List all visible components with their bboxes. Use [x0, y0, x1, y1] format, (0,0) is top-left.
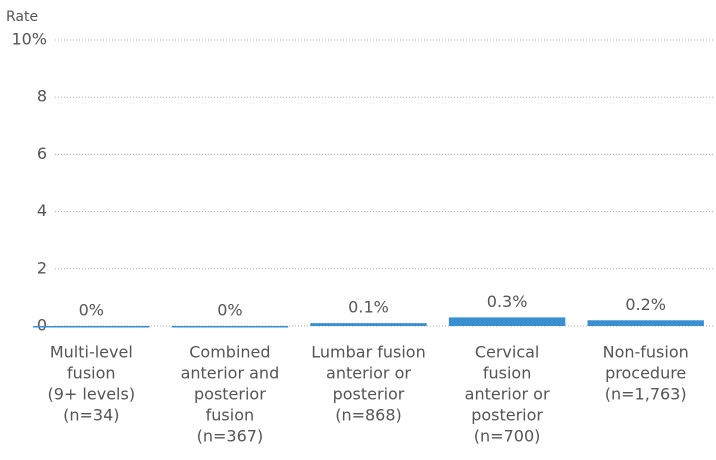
x-tick-label: posterior — [333, 385, 405, 404]
bar — [310, 323, 427, 326]
value-label: 0.3% — [487, 292, 528, 311]
x-tick-label: Multi-level — [50, 343, 133, 362]
x-tick-label: procedure — [605, 364, 686, 383]
x-tick-label: Non-fusion — [603, 343, 689, 362]
x-tick-label: fusion — [206, 406, 254, 425]
y-tick-label: 4 — [37, 201, 47, 220]
y-tick-label: 0 — [37, 316, 47, 335]
bar — [33, 326, 150, 328]
y-tick-label: 2 — [37, 258, 47, 277]
y-tick-label: 10% — [11, 30, 47, 49]
x-tick-label: fusion — [483, 364, 531, 383]
x-tick-label: anterior and — [181, 364, 280, 383]
x-tick-label: anterior or — [465, 385, 550, 404]
x-tick-label: (9+ levels) — [48, 385, 136, 404]
value-label: 0.1% — [348, 298, 389, 317]
x-tick-label: (n=367) — [197, 427, 264, 446]
x-tick-label: (n=700) — [474, 427, 541, 446]
x-tick-label: (n=34) — [63, 406, 119, 425]
x-tick-label: (n=1,763) — [605, 385, 687, 404]
x-tick-label: Combined — [189, 343, 270, 362]
x-tick-label: anterior or — [326, 364, 411, 383]
bar — [448, 317, 566, 326]
x-tick-label: (n=868) — [335, 406, 402, 425]
bar — [587, 320, 704, 326]
value-label: 0% — [79, 301, 104, 320]
x-tick-label: fusion — [67, 364, 115, 383]
x-tick-label: posterior — [194, 385, 266, 404]
y-axis-label: Rate — [6, 9, 38, 25]
x-tick-label: Lumbar fusion — [311, 343, 425, 362]
y-tick-label: 6 — [37, 144, 47, 163]
value-label: 0.2% — [625, 295, 666, 314]
x-tick-label: Cervical — [475, 343, 540, 362]
bar — [171, 326, 289, 328]
x-tick-label: posterior — [471, 406, 543, 425]
value-label: 0% — [217, 301, 242, 320]
y-tick-label: 8 — [37, 87, 47, 106]
